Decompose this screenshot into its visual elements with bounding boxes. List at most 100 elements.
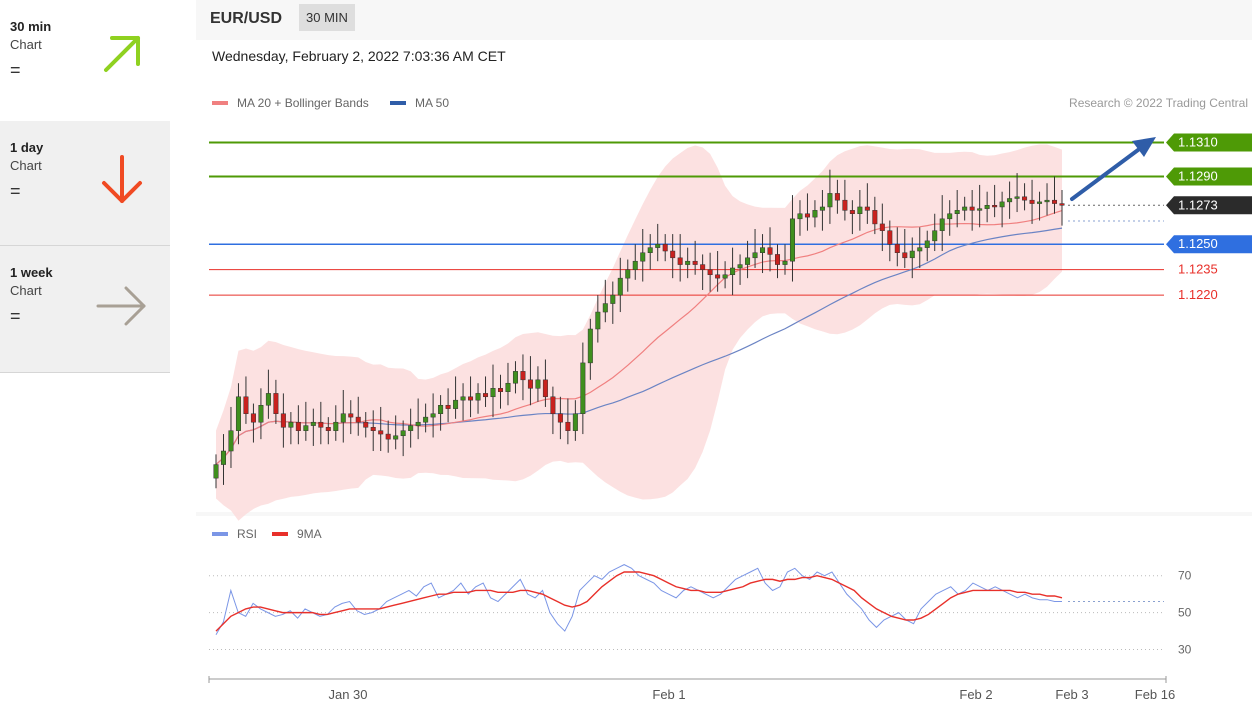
candle: [228, 406, 234, 468]
candle-body: [363, 421, 369, 428]
timeframe-badge[interactable]: 30 MIN: [299, 4, 355, 31]
rsi-line: [215, 564, 1062, 636]
candle-body: [355, 416, 361, 423]
candle: [849, 200, 855, 235]
candle: [303, 401, 309, 441]
candle-body: [565, 421, 571, 431]
legend-ma50: MA 50: [415, 96, 449, 110]
candle: [423, 403, 429, 433]
candle-body: [632, 260, 638, 270]
candle-body: [512, 371, 518, 384]
candle: [385, 420, 391, 453]
candle: [280, 393, 286, 448]
candle-body: [273, 393, 279, 414]
candle: [355, 396, 361, 436]
candle-body: [827, 193, 833, 208]
candle: [490, 364, 496, 418]
ma20-line: [215, 210, 1063, 466]
candle-body: [745, 257, 751, 265]
timeframe-1day[interactable]: 1 day Chart =: [0, 121, 170, 246]
candle-body: [587, 328, 593, 364]
candle: [789, 195, 795, 282]
candle: [730, 247, 736, 296]
legend-swatch-ma50: [390, 101, 406, 105]
candle-body: [1014, 196, 1020, 199]
candle: [333, 405, 339, 441]
candle-body: [378, 430, 384, 435]
candle: [408, 408, 414, 448]
timeframe-subtitle: Chart: [10, 37, 42, 52]
candle: [819, 190, 825, 231]
candle: [1052, 176, 1058, 214]
candle: [1029, 179, 1035, 224]
legend-9ma: 9MA: [297, 527, 322, 541]
timeframe-title: 30 min: [10, 19, 52, 34]
candle: [602, 279, 608, 323]
candle-body: [767, 247, 773, 255]
candle: [1014, 173, 1020, 213]
candle: [453, 376, 459, 419]
legend-swatch-9ma: [272, 532, 288, 536]
candle: [617, 257, 623, 313]
x-tick-label: Feb 1: [652, 687, 685, 702]
level-tag: [1166, 235, 1252, 254]
timeframe-title: 1 week: [10, 265, 53, 280]
candle-body: [213, 464, 219, 479]
candle-body: [977, 208, 983, 211]
candle-body: [497, 388, 503, 392]
candle-body: [550, 396, 556, 414]
candle: [722, 261, 728, 289]
candle: [340, 390, 346, 443]
candle-body: [258, 405, 264, 423]
timeframe-30min[interactable]: 30 min Chart =: [0, 0, 170, 124]
candle-body: [1022, 196, 1028, 201]
candle-body: [460, 396, 466, 401]
candle-body: [385, 433, 391, 440]
candle-body: [909, 250, 915, 259]
candle: [400, 420, 406, 457]
candle: [430, 393, 436, 438]
candle: [273, 379, 279, 424]
candle-body: [348, 413, 354, 418]
candle-body: [527, 379, 533, 389]
candle-body: [325, 427, 331, 431]
candle-body: [655, 243, 661, 248]
legend-ma20: MA 20 + Bollinger Bands: [237, 96, 369, 110]
candle: [438, 395, 444, 431]
candle-body: [819, 206, 825, 211]
candle-body: [932, 230, 938, 242]
candle: [909, 237, 915, 279]
forecast-arrowhead: [1132, 137, 1156, 157]
candle: [460, 383, 466, 421]
x-tick-label: Feb 2: [959, 687, 992, 702]
candle-body: [992, 205, 998, 208]
candle-body: [393, 435, 399, 440]
candle: [220, 434, 226, 485]
candle: [962, 196, 968, 221]
candle: [550, 386, 556, 435]
candle-body: [483, 393, 489, 398]
candle-body: [505, 382, 511, 392]
candle-body: [685, 260, 691, 265]
candle-body: [333, 421, 339, 431]
candle-body: [595, 311, 601, 330]
candle-body: [722, 274, 728, 279]
candle: [610, 281, 616, 324]
candle: [497, 374, 503, 409]
candle: [363, 412, 369, 438]
candle: [827, 169, 833, 224]
candle-body: [857, 206, 863, 214]
rsi-tick-label: 30: [1178, 643, 1192, 657]
timeframe-value: =: [10, 60, 21, 80]
candle: [243, 376, 249, 424]
candle-body: [280, 413, 286, 428]
candle: [872, 196, 878, 235]
candle: [527, 356, 533, 406]
timeframe-1week[interactable]: 1 week Chart =: [0, 246, 170, 373]
candle-body: [662, 243, 668, 252]
candle: [939, 195, 945, 252]
x-tick-label: Jan 30: [328, 687, 367, 702]
candle: [999, 191, 1005, 228]
candle: [969, 190, 975, 231]
candle-body: [715, 274, 721, 279]
